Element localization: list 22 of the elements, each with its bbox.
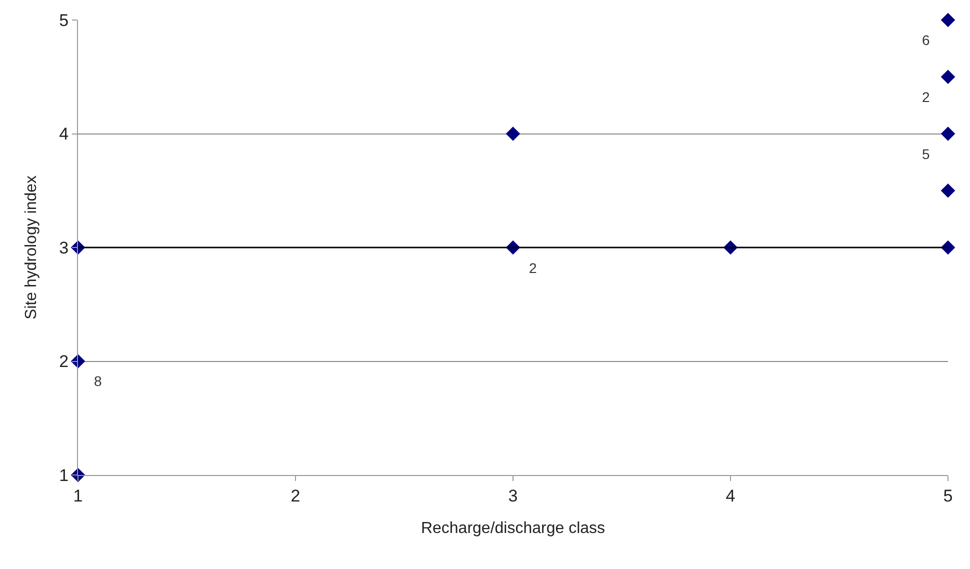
annotation: 6 [922, 32, 930, 48]
annotation: 2 [529, 260, 537, 276]
y-tick-label: 1 [59, 466, 69, 485]
x-tick-label: 5 [943, 486, 953, 506]
x-tick-label: 1 [73, 486, 83, 506]
y-tick-label: 2 [59, 352, 69, 372]
y-tick-label: 5 [59, 10, 69, 30]
y-tick-label: 4 [59, 124, 69, 144]
y-axis-title: Site hydrology index [23, 175, 40, 320]
y-tick-label: 3 [59, 238, 69, 258]
x-axis-title: Recharge/discharge class [420, 520, 606, 537]
point [940, 183, 956, 198]
x-tick-label: 2 [290, 486, 300, 506]
point [940, 126, 956, 141]
x-tick-label: 4 [726, 486, 736, 506]
point [940, 70, 956, 84]
annotation: 5 [922, 146, 930, 162]
annotation: 2 [922, 89, 930, 105]
point [506, 126, 520, 141]
x-tick-label: 3 [508, 486, 518, 506]
point [940, 12, 956, 28]
annotation: 8 [94, 373, 102, 389]
